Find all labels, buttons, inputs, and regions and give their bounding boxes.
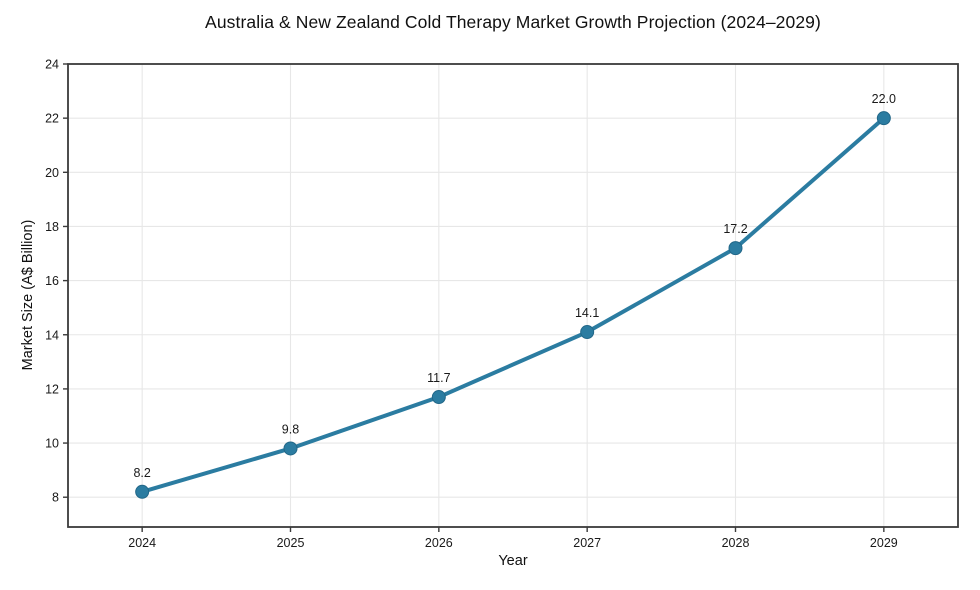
data-point-marker [431,390,446,405]
data-point-label: 14.1 [575,306,599,320]
data-point-label: 9.8 [282,422,299,436]
x-axis-title: Year [498,553,528,569]
data-point-label: 22.0 [872,92,896,106]
data-point-label: 17.2 [723,222,747,236]
data-point-marker [876,111,891,126]
y-tick-label: 10 [45,437,59,451]
data-point-marker [580,325,595,340]
y-tick-label: 20 [45,166,59,180]
data-point-marker [135,484,150,499]
line-series [140,116,886,494]
x-tick-label: 2027 [573,536,601,550]
y-tick-label: 16 [45,274,59,288]
data-point-marker [283,441,298,456]
chart-title: Australia & New Zealand Cold Therapy Mar… [205,12,821,32]
plot-background [68,64,958,527]
x-tick-label: 2029 [870,536,898,550]
axes-spines [67,63,959,528]
x-tick-label: 2024 [128,536,156,550]
y-tick-label: 8 [52,491,59,505]
x-tick-label: 2028 [722,536,750,550]
data-point-label: 11.7 [427,371,450,385]
x-tick-label: 2026 [425,536,453,550]
y-tick-label: 14 [45,328,59,342]
x-tick-label: 2025 [277,536,305,550]
y-tick-label: 12 [45,382,59,396]
y-tick-label: 24 [45,58,59,72]
y-tick-label: 18 [45,220,59,234]
y-axis-title: Market Size (A$ Billion) [20,219,36,371]
y-tick-label: 22 [45,112,59,126]
data-point-label: 8.2 [133,466,150,480]
data-point-marker [728,241,743,256]
